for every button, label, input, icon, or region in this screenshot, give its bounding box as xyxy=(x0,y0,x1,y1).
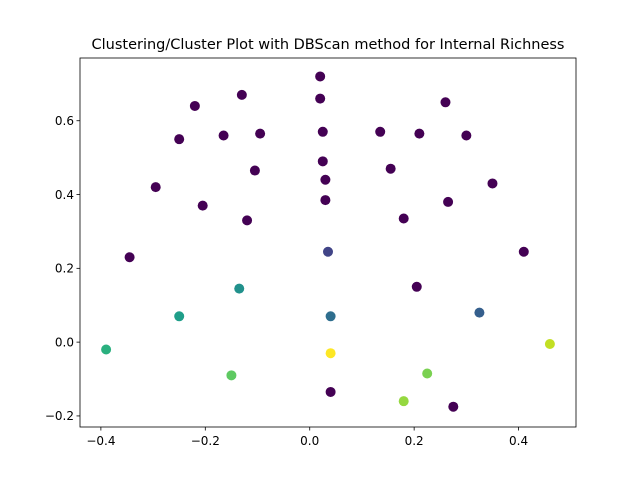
data-point-0 xyxy=(315,71,326,82)
data-point-34 xyxy=(226,370,237,381)
data-point-11 xyxy=(414,128,425,139)
data-point-36 xyxy=(398,396,409,407)
y-axis: −0.2 0.0 0.2 0.4 0.6 xyxy=(45,114,80,423)
data-point-6 xyxy=(174,134,185,145)
data-point-26 xyxy=(448,401,459,412)
data-point-37 xyxy=(544,338,555,349)
data-point-10 xyxy=(375,126,386,137)
data-point-14 xyxy=(249,165,260,176)
data-point-2 xyxy=(236,89,247,100)
x-tick-label: 0.4 xyxy=(509,434,528,448)
data-point-33 xyxy=(101,344,112,355)
data-point-28 xyxy=(323,246,333,257)
data-point-19 xyxy=(443,196,454,207)
x-tick-label: −0.2 xyxy=(191,434,220,448)
y-tick-label: 0.6 xyxy=(55,114,74,128)
y-tick-label: 0.0 xyxy=(55,335,74,349)
y-tick-label: 0.4 xyxy=(55,188,74,202)
points-layer xyxy=(101,71,555,412)
data-point-17 xyxy=(150,182,161,193)
x-tick-label: −0.4 xyxy=(86,434,115,448)
data-point-8 xyxy=(440,97,451,108)
x-axis: −0.4 −0.2 0.0 0.2 0.4 xyxy=(86,427,528,448)
y-tick-label: −0.2 xyxy=(45,409,74,423)
data-point-25 xyxy=(411,281,422,292)
data-point-31 xyxy=(234,283,245,294)
plot-area xyxy=(79,57,577,428)
data-point-9 xyxy=(461,130,472,141)
data-point-15 xyxy=(320,174,331,185)
data-point-30 xyxy=(325,311,336,322)
x-tick-label: 0.0 xyxy=(300,434,319,448)
data-point-35 xyxy=(422,368,433,379)
data-point-13 xyxy=(385,163,396,174)
data-point-32 xyxy=(174,311,185,322)
data-point-38 xyxy=(325,348,336,359)
data-point-20 xyxy=(197,200,208,211)
data-point-5 xyxy=(255,128,266,139)
data-point-24 xyxy=(124,252,135,263)
data-point-7 xyxy=(317,126,328,137)
data-point-21 xyxy=(398,213,409,224)
data-point-3 xyxy=(189,100,200,111)
y-tick-label: 0.2 xyxy=(55,262,74,276)
x-tick-label: 0.2 xyxy=(405,434,424,448)
chart-title: Clustering/Cluster Plot with DBScan meth… xyxy=(91,37,564,53)
data-point-23 xyxy=(518,246,529,257)
data-point-29 xyxy=(474,307,485,318)
data-point-12 xyxy=(317,156,328,167)
data-point-22 xyxy=(242,215,253,226)
data-point-1 xyxy=(315,93,326,104)
data-point-18 xyxy=(320,195,331,206)
data-point-27 xyxy=(325,386,336,397)
data-point-4 xyxy=(218,130,229,141)
data-point-16 xyxy=(487,178,498,189)
